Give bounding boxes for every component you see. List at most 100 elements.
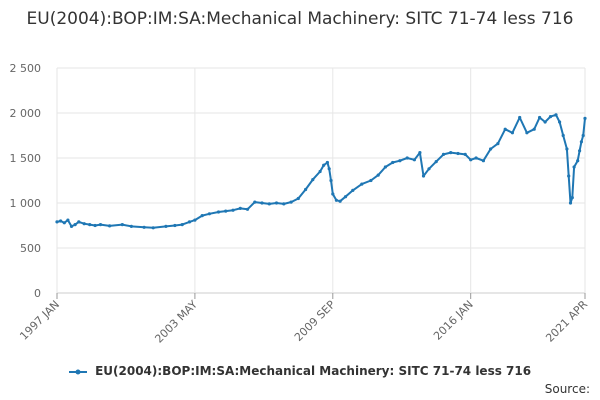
data-point: [449, 151, 453, 155]
data-point: [245, 207, 250, 211]
data-point: [503, 127, 507, 131]
data-point: [469, 158, 473, 162]
data-point: [327, 167, 331, 171]
data-point: [325, 160, 329, 165]
data-point: [231, 208, 235, 212]
x-tick-label: 2009 SEP: [292, 298, 338, 344]
x-tick-label: 2003 MAY: [152, 298, 200, 346]
y-tick-label: 500: [20, 242, 41, 255]
source-label: Source:: [544, 382, 590, 396]
data-point: [73, 223, 77, 227]
data-point: [329, 178, 333, 183]
data-point: [82, 222, 86, 226]
y-tick-label: 2 000: [10, 107, 42, 120]
data-point: [496, 142, 500, 146]
data-point: [59, 219, 63, 223]
data-point: [412, 158, 416, 162]
data-point: [376, 173, 380, 177]
data-point: [538, 115, 542, 120]
data-point: [567, 174, 571, 178]
data-point: [322, 163, 326, 167]
y-tick-label: 0: [34, 287, 41, 300]
data-point: [142, 225, 146, 229]
data-point: [441, 152, 446, 156]
data-point: [120, 223, 124, 227]
y-tick-label: 1 500: [10, 152, 42, 165]
data-point: [164, 224, 168, 228]
data-point: [108, 224, 112, 228]
data-point: [274, 201, 279, 205]
data-point: [88, 223, 92, 227]
data-point: [180, 223, 184, 227]
data-point: [334, 198, 338, 202]
data-point: [558, 120, 562, 124]
data-point: [253, 200, 257, 204]
data-point: [62, 221, 66, 225]
legend-marker-icon: [68, 369, 87, 374]
data-point: [576, 159, 580, 163]
data-point: [216, 210, 221, 214]
data-point: [570, 196, 574, 200]
data-point: [548, 115, 553, 119]
data-point: [427, 167, 431, 171]
data-point: [98, 223, 103, 227]
data-point: [383, 165, 387, 169]
data-point: [267, 202, 271, 206]
data-point: [151, 226, 155, 230]
data-point: [398, 159, 402, 163]
data-point: [129, 224, 133, 228]
data-point: [93, 223, 97, 228]
legend[interactable]: EU(2004):BOP:IM:SA:Mechanical Machinery:…: [0, 364, 600, 378]
data-point: [187, 220, 192, 224]
data-point: [360, 182, 364, 186]
data-point: [207, 212, 211, 216]
data-point: [510, 131, 514, 135]
data-point: [565, 147, 569, 151]
data-point: [224, 209, 228, 213]
data-point: [568, 201, 573, 205]
data-point: [554, 113, 558, 117]
data-point: [481, 159, 485, 163]
data-point: [579, 140, 584, 144]
data-point: [238, 206, 242, 210]
data-point: [260, 201, 264, 205]
y-tick-label: 1 000: [10, 197, 42, 210]
data-point: [525, 131, 529, 135]
data-point: [289, 200, 293, 204]
x-tick-label: 2016 JAN: [431, 298, 476, 343]
data-point: [532, 127, 536, 131]
data-point: [200, 214, 204, 218]
data-point: [456, 151, 460, 156]
data-point: [296, 196, 300, 201]
data-point: [331, 192, 335, 196]
data-point: [421, 174, 426, 178]
data-point: [282, 202, 286, 206]
data-point: [369, 178, 373, 183]
y-tick-label: 2 500: [10, 62, 42, 75]
data-point: [561, 133, 565, 138]
legend-label: EU(2004):BOP:IM:SA:Mechanical Machinery:…: [95, 364, 532, 378]
data-point: [304, 187, 308, 192]
x-tick-label: 2021 APR: [543, 298, 590, 345]
data-point: [311, 178, 315, 182]
data-point: [434, 160, 438, 164]
data-point: [351, 188, 355, 192]
data-point: [463, 152, 467, 156]
data-point: [581, 133, 585, 138]
data-point: [543, 120, 547, 124]
data-point: [489, 147, 493, 151]
data-point: [66, 218, 70, 222]
x-tick-label: 1997 JAN: [17, 298, 62, 343]
data-point: [69, 224, 74, 228]
data-point: [572, 165, 576, 169]
data-point: [193, 218, 197, 222]
axis-layer: 0 500 1 000 1 500 2 000 2 500 1997 JAN 2003 MAY…: [10, 62, 591, 346]
data-point: [343, 195, 348, 199]
data-point: [55, 220, 59, 224]
chart-title: EU(2004):BOP:IM:SA:Mechanical Machinery:…: [26, 9, 574, 29]
data-point: [474, 156, 478, 160]
data-point: [418, 151, 422, 155]
data-point: [578, 149, 582, 153]
